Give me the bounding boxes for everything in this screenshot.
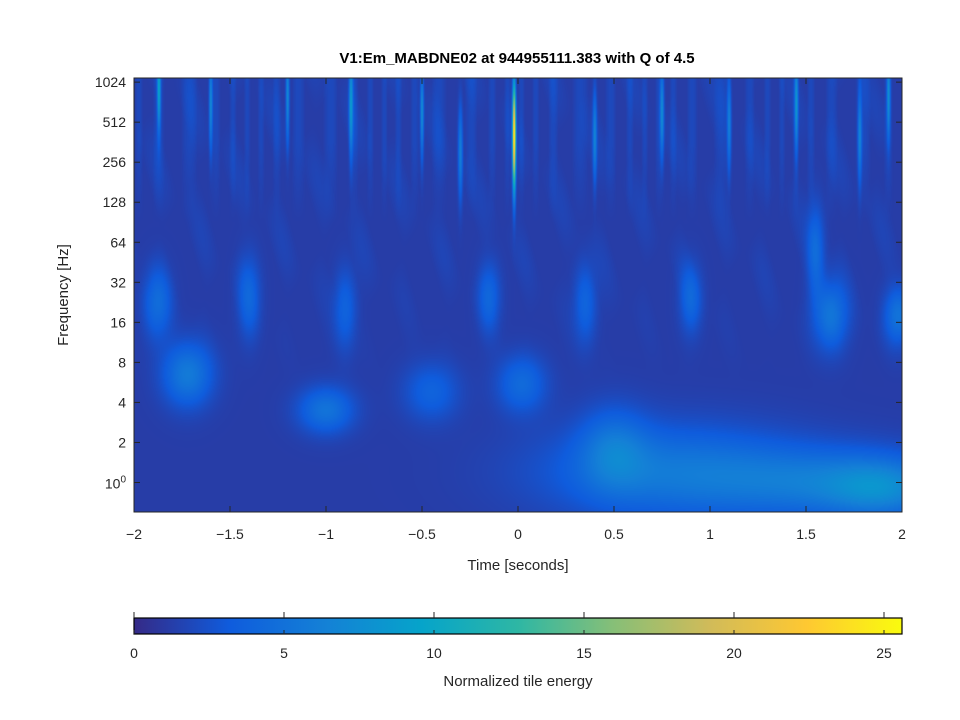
colorbar-ticks: 0 5 10 15 20 25 [130, 612, 892, 661]
y-tick-label: 1024 [95, 74, 126, 90]
x-tick-label: −1 [318, 526, 334, 542]
chart-title: V1:Em_MABDNE02 at 944955111.383 with Q o… [339, 50, 694, 67]
y-axis-label: Frequency [Hz] [55, 244, 72, 346]
colorbar-tick-label: 25 [876, 645, 892, 661]
y-tick-label: 100 [105, 474, 127, 491]
y-tick-label: 2 [118, 434, 126, 450]
y-tick-label: 64 [110, 234, 126, 250]
x-tick-label: −0.5 [408, 526, 436, 542]
x-axis-label: Time [seconds] [467, 557, 568, 574]
colorbar-tick-label: 15 [576, 645, 592, 661]
heatmap-image [134, 78, 902, 512]
x-tick-label: 0.5 [604, 526, 624, 542]
colorbar-tick-label: 0 [130, 645, 138, 661]
colorbar-tick-label: 10 [426, 645, 442, 661]
x-axis: −2 −1.5 −1 −0.5 0 0.5 1 1.5 2 [126, 78, 906, 542]
x-tick-label: 1 [706, 526, 714, 542]
y-tick-label: 128 [103, 194, 127, 210]
colorbar-tick-label: 20 [726, 645, 742, 661]
colorbar [134, 618, 902, 634]
y-tick-label: 512 [103, 114, 127, 130]
colorbar-tick-label: 5 [280, 645, 288, 661]
x-tick-label: 1.5 [796, 526, 816, 542]
y-tick-label: 32 [110, 274, 126, 290]
x-tick-label: −1.5 [216, 526, 244, 542]
x-tick-label: −2 [126, 526, 142, 542]
y-tick-label: 256 [103, 154, 127, 170]
y-tick-label: 4 [118, 394, 126, 410]
y-tick-label: 16 [110, 314, 126, 330]
colorbar-label: Normalized tile energy [443, 673, 593, 690]
y-axis: 100 2 4 8 16 32 64 128 256 512 1024 [95, 74, 902, 491]
x-tick-label: 2 [898, 526, 906, 542]
colorbar-frame [133, 617, 903, 635]
x-tick-label: 0 [514, 526, 522, 542]
y-tick-label: 8 [118, 354, 126, 370]
